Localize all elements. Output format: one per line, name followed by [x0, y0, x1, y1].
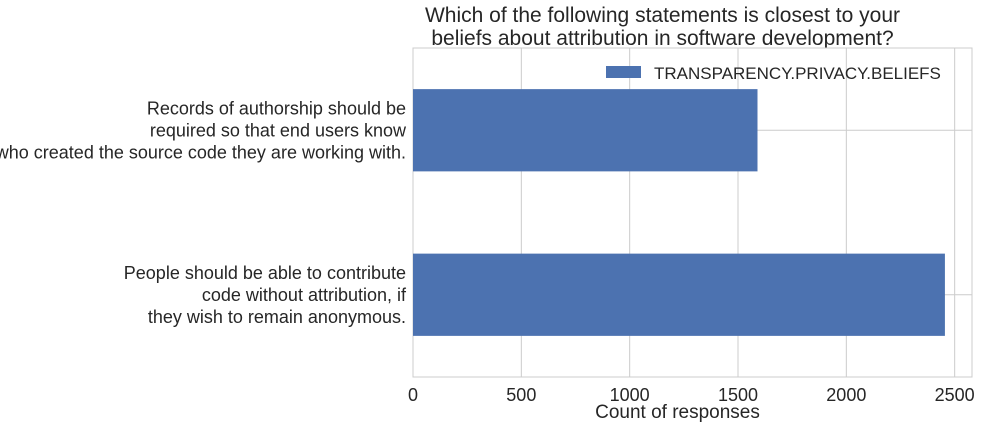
x-tick-labels: 0 500 1000 1500 2000 2500	[408, 385, 975, 405]
x-tick-label: 1500	[718, 385, 758, 405]
x-tick-label: 2500	[935, 385, 975, 405]
category-label-line: required so that end users know	[150, 120, 407, 140]
category-label-line: who created the source code they are wor…	[0, 142, 406, 162]
category-label-line: Records of authorship should be	[147, 98, 406, 118]
category-labels: Records of authorship should berequired …	[0, 98, 407, 327]
chart-title-line: beliefs about attribution in software de…	[431, 27, 893, 50]
category-label-line: People should be able to contribute	[124, 263, 406, 283]
chart-title-line: Which of the following statements is clo…	[425, 4, 900, 27]
bars	[413, 89, 945, 336]
category-label-line: code without attribution, if	[202, 285, 407, 305]
category-label-line: they wish to remain anonymous.	[148, 307, 406, 327]
x-axis-label: Count of responses	[595, 402, 760, 423]
legend: TRANSPARENCY.PRIVACY.BELIEFS	[606, 64, 941, 83]
bar	[413, 89, 758, 172]
x-tick-label: 1000	[610, 385, 650, 405]
x-tick-label: 2000	[826, 385, 866, 405]
chart-title: Which of the following statements is clo…	[425, 4, 900, 50]
legend-swatch	[606, 66, 641, 78]
x-tick-label: 0	[408, 385, 418, 405]
bar	[413, 253, 945, 336]
legend-label: TRANSPARENCY.PRIVACY.BELIEFS	[654, 64, 941, 83]
x-tick-label: 500	[506, 385, 536, 405]
